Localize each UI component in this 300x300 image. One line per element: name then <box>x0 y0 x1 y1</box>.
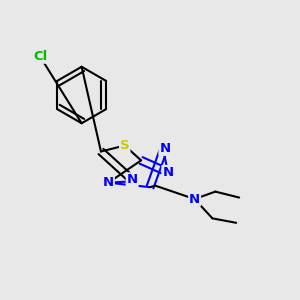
Text: N: N <box>162 166 173 179</box>
Text: N: N <box>127 173 138 186</box>
Text: N: N <box>103 176 114 189</box>
Text: Cl: Cl <box>33 50 47 63</box>
Text: N: N <box>159 142 170 155</box>
Text: N: N <box>189 193 200 206</box>
Text: S: S <box>120 139 130 152</box>
